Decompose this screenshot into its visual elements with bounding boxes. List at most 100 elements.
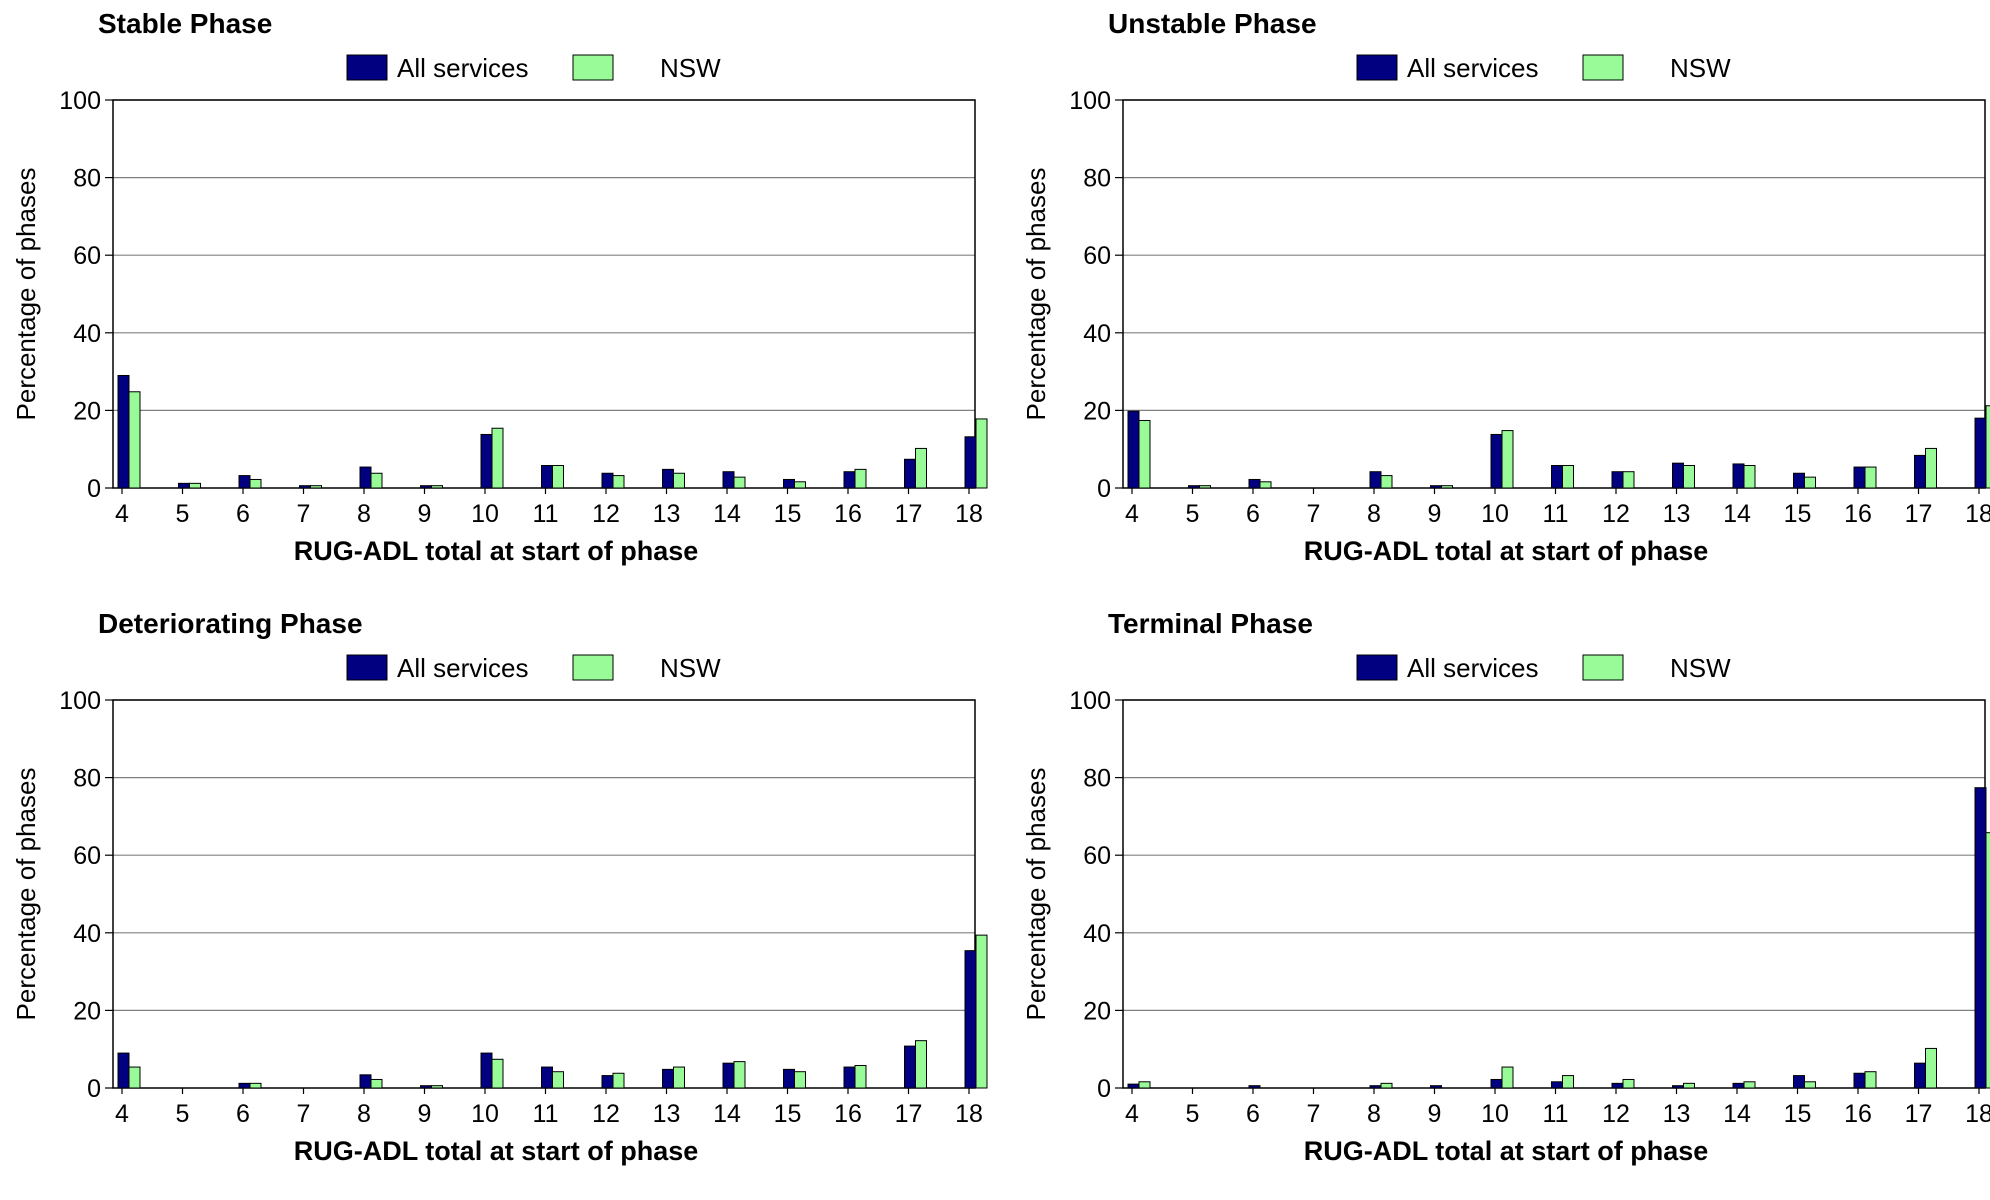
x-tick-label: 17 (1905, 500, 1933, 528)
bar-all-services (1914, 1062, 1926, 1089)
x-tick-label: 16 (834, 500, 862, 528)
bar-nsw (128, 391, 141, 489)
bar-nsw (310, 485, 322, 489)
bar-all-services (1248, 1085, 1261, 1089)
x-tick-label: 17 (1905, 1100, 1933, 1128)
bar-all-services (904, 1045, 916, 1089)
legend-label-nsw: NSW (660, 653, 721, 683)
bar-nsw (1380, 1082, 1393, 1089)
bar-nsw (975, 934, 988, 1089)
y-tick-label: 20 (1083, 997, 1111, 1025)
x-axis-title: RUG-ADL total at start of phase (1304, 1136, 1709, 1166)
bar-nsw (1804, 1081, 1816, 1089)
bar-nsw (1259, 481, 1272, 489)
x-tick-label: 4 (1125, 500, 1139, 528)
bar-all-services (1248, 478, 1261, 489)
y-tick-label: 100 (1069, 87, 1111, 115)
y-tick-label: 40 (1083, 320, 1111, 348)
bar-all-services (1430, 1085, 1442, 1089)
bar-all-services (480, 1052, 493, 1089)
legend: All services NSW (346, 53, 721, 83)
bar-all-services (1611, 471, 1624, 489)
x-tick-label: 8 (1367, 500, 1381, 528)
x-tick-label: 11 (533, 1100, 559, 1128)
x-tick-label: 12 (1602, 1100, 1630, 1128)
x-tick-label: 13 (653, 1100, 681, 1128)
y-tick-label: 0 (87, 475, 101, 503)
x-tick-label: 7 (297, 500, 311, 528)
x-tick-label: 12 (592, 500, 620, 528)
bar-all-services (964, 436, 977, 489)
bar-nsw (612, 1072, 625, 1089)
bar-nsw (1199, 485, 1211, 489)
bar-nsw (915, 1040, 927, 1089)
x-tick-label: 14 (1723, 500, 1751, 528)
bar-nsw (1743, 464, 1756, 489)
y-axis-title: Percentage of phases (1021, 768, 1051, 1021)
y-axis-title: Percentage of phases (11, 168, 41, 421)
x-tick-label: 5 (176, 1100, 190, 1128)
bar-nsw (1138, 1081, 1151, 1089)
chart-title: Deteriorating Phase (98, 608, 363, 639)
x-tick-label: 11 (533, 500, 559, 528)
bar-all-services (117, 374, 130, 489)
x-tick-label: 5 (1186, 500, 1200, 528)
x-tick-label: 16 (1844, 500, 1872, 528)
x-tick-label: 17 (895, 1100, 923, 1128)
x-tick-label: 14 (713, 500, 741, 528)
x-tick-label: 6 (236, 1100, 250, 1128)
y-tick-label: 100 (59, 687, 101, 715)
bar-nsw (1985, 405, 1990, 489)
x-tick-label: 17 (895, 500, 923, 528)
x-tick-label: 4 (115, 1100, 129, 1128)
x-tick-label: 10 (471, 500, 499, 528)
legend-swatch-all-services (346, 54, 388, 81)
legend-swatch-nsw (1582, 54, 1624, 81)
bar-all-services (420, 1085, 432, 1089)
y-tick-label: 40 (1083, 920, 1111, 948)
x-tick-label: 16 (1844, 1100, 1872, 1128)
bar-nsw (673, 1066, 685, 1089)
bar-all-services (420, 485, 432, 489)
bar-all-services (1853, 466, 1866, 489)
bar-all-services (1611, 1082, 1624, 1089)
legend-label-all-services: All services (397, 653, 528, 683)
bar-nsw (1864, 466, 1877, 489)
x-tick-label: 8 (357, 500, 371, 528)
x-tick-label: 4 (1125, 1100, 1139, 1128)
bar-all-services (783, 1068, 795, 1089)
bar-nsw (1501, 1066, 1514, 1089)
y-tick-label: 60 (73, 242, 101, 270)
bar-all-services (178, 482, 190, 489)
bar-all-services (1369, 1085, 1382, 1089)
x-tick-label: 16 (834, 1100, 862, 1128)
y-tick-label: 80 (1083, 765, 1111, 793)
chart-title: Stable Phase (98, 8, 273, 39)
y-axis-title: Percentage of phases (1021, 168, 1051, 421)
x-tick-label: 6 (1246, 1100, 1260, 1128)
bar-all-services (783, 478, 795, 489)
legend-label-nsw: NSW (1670, 653, 1731, 683)
bar-all-services (1127, 410, 1140, 489)
bar-all-services (662, 468, 674, 489)
y-tick-label: 80 (73, 765, 101, 793)
x-tick-label: 9 (418, 500, 432, 528)
bar-all-services (238, 1082, 251, 1089)
legend-label-nsw: NSW (660, 53, 721, 83)
x-axis-title: RUG-ADL total at start of phase (294, 536, 699, 566)
legend-label-all-services: All services (397, 53, 528, 83)
bar-all-services (1974, 417, 1987, 489)
y-tick-label: 60 (73, 842, 101, 870)
bar-nsw (975, 418, 988, 489)
bar-all-services (1793, 1075, 1805, 1089)
x-tick-label: 18 (1965, 500, 1990, 528)
bar-all-services (722, 1062, 735, 1089)
x-tick-label: 15 (1784, 500, 1812, 528)
bar-nsw (128, 1066, 141, 1089)
bar-nsw (733, 476, 746, 489)
bar-all-services (359, 466, 372, 489)
x-tick-label: 13 (1663, 1100, 1691, 1128)
bar-nsw (552, 464, 564, 489)
bar-nsw (1380, 475, 1393, 489)
y-tick-label: 60 (1083, 842, 1111, 870)
